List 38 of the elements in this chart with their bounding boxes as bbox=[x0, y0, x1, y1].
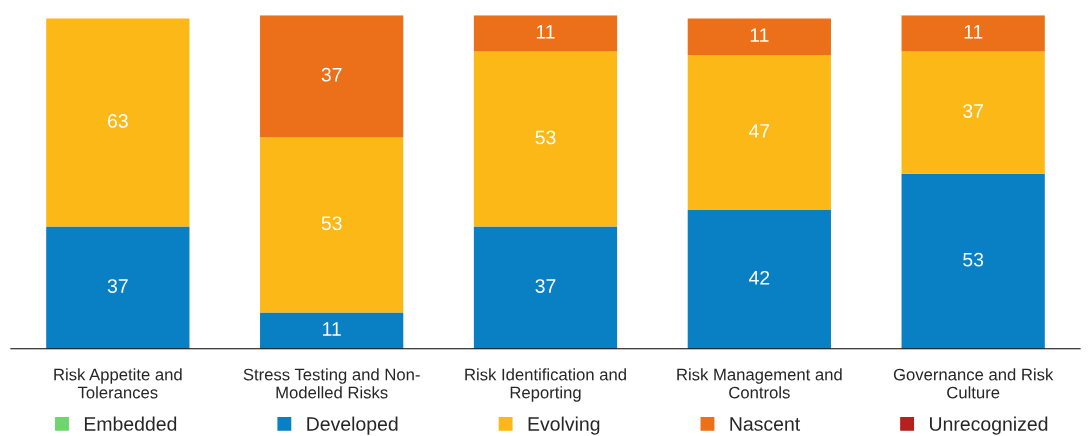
bar bbox=[260, 15, 404, 138]
data-label: 11 bbox=[964, 25, 983, 39]
bar bbox=[473, 15, 618, 52]
data-label: 53 bbox=[321, 216, 342, 231]
x-tick-label: Risk Identification and Reporting bbox=[465, 368, 626, 402]
data-label: 63 bbox=[108, 114, 128, 128]
bar bbox=[473, 226, 618, 349]
data-label: 53 bbox=[535, 130, 556, 145]
bar bbox=[46, 18, 190, 227]
data-label: 11 bbox=[750, 28, 769, 42]
x-tick-label: Risk Management and Controls bbox=[677, 368, 842, 399]
data-label: 11 bbox=[536, 25, 555, 39]
data-label: 11 bbox=[323, 322, 341, 336]
bar bbox=[687, 18, 831, 55]
bar bbox=[901, 51, 1045, 174]
data-label: 37 bbox=[963, 104, 984, 118]
bar bbox=[46, 226, 190, 349]
bar bbox=[473, 51, 618, 227]
x-tick-label: Stress Testing and Non-Modelled Risks bbox=[243, 368, 420, 399]
data-label: 37 bbox=[535, 279, 556, 293]
legend-label: Unrecognized bbox=[930, 416, 1048, 435]
legend-label: Developed bbox=[307, 416, 398, 435]
legend-label: Nascent bbox=[730, 417, 801, 431]
data-label: 47 bbox=[748, 124, 770, 138]
bar bbox=[260, 312, 404, 349]
x-tick-label: Risk Appetite and Tolerances bbox=[54, 368, 182, 399]
data-label: 37 bbox=[321, 67, 342, 82]
bar bbox=[901, 173, 1045, 349]
legend-label: Evolving bbox=[528, 416, 600, 435]
bar bbox=[687, 54, 831, 211]
bar bbox=[901, 15, 1045, 52]
bar bbox=[260, 137, 404, 313]
legend-label: Embedded bbox=[84, 416, 177, 431]
bar bbox=[687, 210, 831, 349]
x-tick-label: Governance and Risk Culture bbox=[893, 368, 1054, 399]
data-label: 37 bbox=[107, 279, 128, 293]
data-label: 53 bbox=[963, 252, 984, 267]
data-label: 42 bbox=[748, 270, 770, 285]
